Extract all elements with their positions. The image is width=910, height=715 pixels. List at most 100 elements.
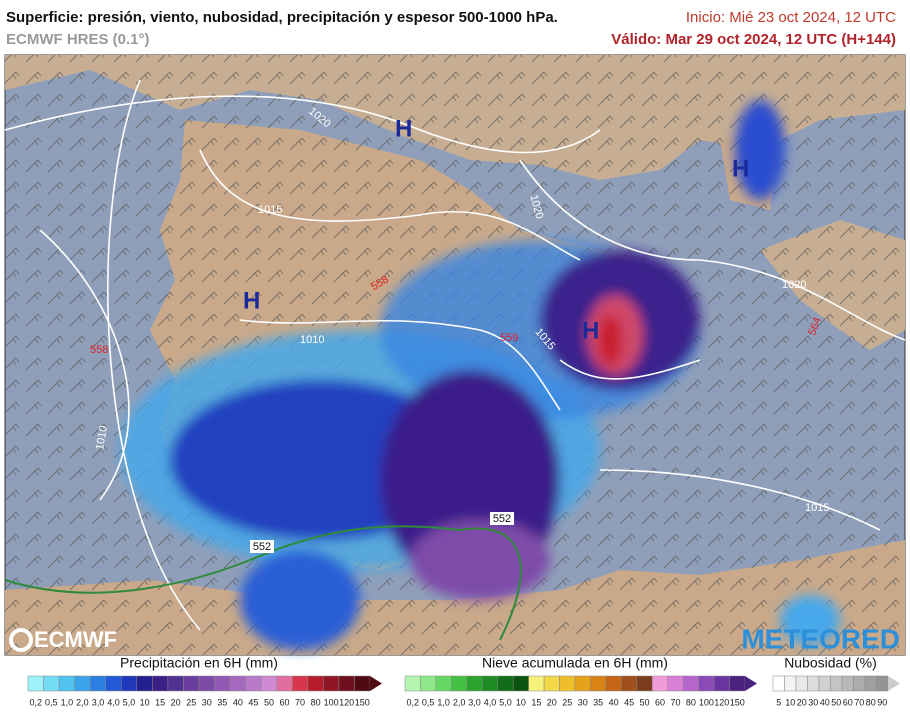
legend-swatch bbox=[229, 675, 246, 692]
legend-label: 25 bbox=[562, 697, 572, 707]
legend-label: 40 bbox=[233, 697, 243, 707]
legend-label: 3,0 bbox=[92, 697, 105, 707]
legend-swatch bbox=[136, 675, 153, 692]
init-time: Inicio: Mié 23 oct 2024, 12 UTC bbox=[686, 9, 896, 26]
legend-label: 40 bbox=[820, 697, 830, 707]
legend-label: 70 bbox=[854, 697, 864, 707]
high: H bbox=[582, 317, 599, 344]
legend-swatch bbox=[167, 675, 184, 692]
legend-title: Precipitación en 6H (mm) bbox=[120, 655, 278, 671]
legend-label: 5,0 bbox=[499, 697, 512, 707]
valid-time: Válido: Mar 29 oct 2024, 12 UTC (H+144) bbox=[611, 31, 896, 48]
legend-label: 15 bbox=[155, 697, 165, 707]
legend-title: Nieve acumulada en 6H (mm) bbox=[482, 655, 668, 671]
legend-label: 45 bbox=[624, 697, 634, 707]
legend-label: 90 bbox=[877, 697, 887, 707]
high: H bbox=[732, 155, 749, 182]
legend-swatch bbox=[276, 675, 293, 692]
title: Superficie: presión, viento, nubosidad, … bbox=[6, 9, 558, 26]
legend-label: 60 bbox=[279, 697, 289, 707]
legends: Precipitación en 6H (mm)0,2 0,5 1,0 2,0 3,0 4… bbox=[27, 655, 900, 707]
legend-swatch bbox=[497, 675, 514, 692]
legend-label: 80 bbox=[686, 697, 696, 707]
legend-label: 1,0 bbox=[61, 697, 74, 707]
isobar-label: 1020 bbox=[782, 279, 806, 291]
legend-swatch bbox=[605, 675, 622, 692]
legend-label: 0,2 bbox=[406, 697, 419, 707]
legend-label: 150 bbox=[730, 697, 745, 707]
legend-label: 50 bbox=[831, 697, 841, 707]
legend-arrow bbox=[888, 676, 900, 691]
label-box bbox=[250, 540, 274, 553]
legend-swatch bbox=[121, 675, 138, 692]
legend-swatch bbox=[830, 675, 843, 692]
precipitation bbox=[120, 100, 840, 650]
legend-label: 40 bbox=[609, 697, 619, 707]
legend-label: 20 bbox=[797, 697, 807, 707]
legend-label: 60 bbox=[655, 697, 665, 707]
legend-swatch bbox=[404, 675, 421, 692]
legend-swatch bbox=[636, 675, 653, 692]
legend-label: 60 bbox=[843, 697, 853, 707]
legend-arrow bbox=[745, 676, 757, 691]
legend-swatch bbox=[74, 675, 91, 692]
legend-swatch bbox=[482, 675, 498, 692]
model: ECMWF HRES (0.1°) bbox=[6, 31, 150, 48]
legend-swatch bbox=[451, 675, 468, 692]
logo: ECMWF bbox=[34, 627, 117, 652]
legend-label: 50 bbox=[264, 697, 274, 707]
legend-title: Nubosidad (%) bbox=[784, 655, 877, 671]
legend-swatch bbox=[807, 675, 820, 692]
legend-swatch bbox=[543, 675, 560, 692]
legend-swatch bbox=[772, 675, 785, 692]
legend-label: 0,2 bbox=[30, 697, 43, 707]
legend-label: 2,0 bbox=[453, 697, 466, 707]
legend-swatch bbox=[245, 675, 262, 692]
legend-label: 35 bbox=[593, 697, 603, 707]
legend-swatch bbox=[420, 675, 437, 692]
legend-swatch bbox=[307, 675, 324, 692]
legend-label: 5,0 bbox=[123, 697, 136, 707]
legend-label: 0,5 bbox=[422, 697, 435, 707]
isobar-label: 1015 bbox=[258, 204, 282, 216]
legend-swatch bbox=[841, 675, 854, 692]
thickness-label: 552 bbox=[253, 541, 271, 553]
legend-label: 150 bbox=[355, 697, 370, 707]
legend-swatch bbox=[590, 675, 607, 692]
legend-label: 120 bbox=[339, 697, 354, 707]
legend-swatch bbox=[652, 675, 668, 692]
legend-swatch bbox=[27, 675, 44, 692]
legend-swatch bbox=[512, 675, 529, 692]
legend-swatch bbox=[713, 675, 730, 692]
legend-swatch bbox=[795, 675, 808, 692]
legend-swatch bbox=[198, 675, 215, 692]
legend-label: 3,0 bbox=[468, 697, 481, 707]
legend-swatch bbox=[466, 675, 483, 692]
legend-swatch bbox=[559, 675, 576, 692]
legend-swatch bbox=[853, 675, 866, 692]
legend-swatch bbox=[698, 675, 715, 692]
legend-swatch bbox=[338, 675, 355, 692]
legend-label: 100 bbox=[324, 697, 339, 707]
legend-label: 30 bbox=[808, 697, 818, 707]
legend-swatch bbox=[435, 675, 452, 692]
legend-arrow bbox=[370, 676, 382, 691]
legend-label: 4,0 bbox=[484, 697, 497, 707]
legend-swatch bbox=[43, 675, 60, 692]
legend-label: 20 bbox=[547, 697, 557, 707]
legend-swatch bbox=[214, 675, 231, 692]
legend-swatch bbox=[818, 675, 831, 692]
legend-label: 10 bbox=[140, 697, 150, 707]
legend-label: 5 bbox=[776, 697, 781, 707]
legend-label: 20 bbox=[171, 697, 181, 707]
logo: METEORED bbox=[741, 623, 900, 654]
legend-label: 15 bbox=[531, 697, 541, 707]
legend-swatch bbox=[152, 675, 169, 692]
high: H bbox=[395, 115, 412, 142]
legend-swatch bbox=[105, 675, 122, 692]
legend-label: 25 bbox=[186, 697, 196, 707]
legend-label: 45 bbox=[248, 697, 258, 707]
legend-swatch bbox=[58, 675, 75, 692]
high: H bbox=[243, 287, 260, 314]
legend-label: 4,0 bbox=[107, 697, 120, 707]
